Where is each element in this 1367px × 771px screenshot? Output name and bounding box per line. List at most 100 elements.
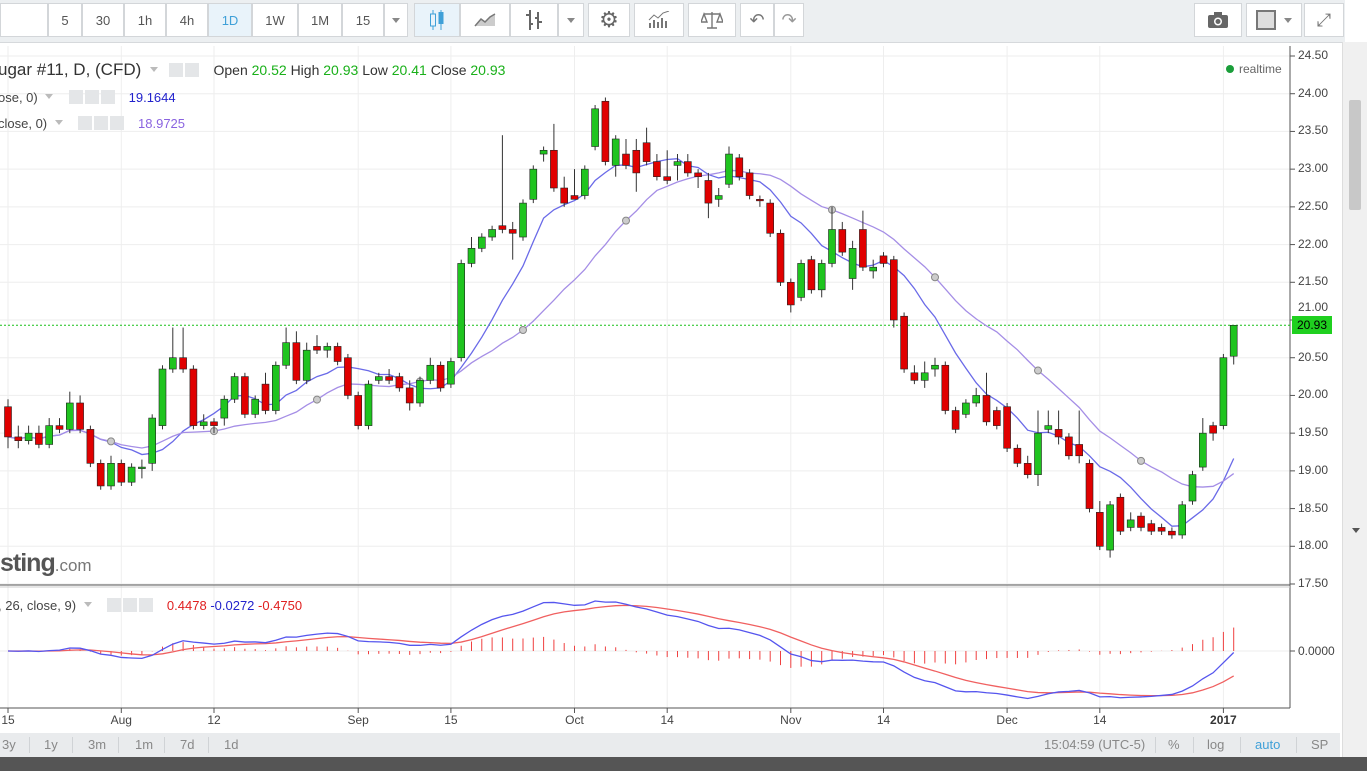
candle-down <box>642 142 651 162</box>
indicators-button[interactable] <box>634 3 684 37</box>
open-value: 20.52 <box>251 62 287 78</box>
page-scrollbar[interactable] <box>1342 42 1367 757</box>
gear-icon[interactable] <box>94 116 109 130</box>
interval-4h[interactable]: 4h <box>166 3 208 37</box>
ma2-marker <box>931 273 939 282</box>
candle-up <box>416 380 424 404</box>
range-1d[interactable]: 1d <box>224 737 239 752</box>
redo-button[interactable]: ↷ <box>774 3 804 37</box>
gear-icon[interactable] <box>123 598 138 612</box>
snapshot-button[interactable] <box>1194 3 1242 37</box>
price-tick-label: 19.50 <box>1298 425 1329 440</box>
eye-icon[interactable] <box>78 116 93 130</box>
time-tick-label: 15 <box>444 713 458 727</box>
gear-icon[interactable] <box>184 63 199 77</box>
gear-icon[interactable] <box>85 90 99 104</box>
interval-1w[interactable]: 1W <box>252 3 298 37</box>
price-tick-label: 24.00 <box>1298 85 1329 100</box>
candle-down <box>179 357 187 370</box>
interval-30[interactable]: 30 <box>82 3 124 37</box>
range-7d[interactable]: 7d <box>180 737 195 752</box>
fullscreen-button[interactable]: ⤢ <box>1304 3 1344 37</box>
range-1y[interactable]: 1y <box>44 737 58 752</box>
symbol-title[interactable]: ugar #11, D, (CFD) <box>0 60 142 79</box>
sp-toggle[interactable]: SP <box>1311 737 1329 752</box>
candle-up <box>457 263 466 359</box>
high-label: High <box>290 62 320 78</box>
candle-down <box>1157 527 1166 532</box>
macd-label[interactable]: , 26, close, 9) <box>0 598 77 613</box>
eye-icon[interactable] <box>107 598 122 612</box>
chart-type-candles-button[interactable] <box>414 3 460 37</box>
chart-type-area-button[interactable] <box>460 3 510 37</box>
scrollbar-thumb[interactable] <box>1349 100 1361 210</box>
candle-up <box>251 398 259 415</box>
interval-5[interactable]: 5 <box>48 3 82 37</box>
interval-1m[interactable]: 1M <box>298 3 342 37</box>
candle-up <box>127 466 136 483</box>
low-label: Low <box>362 62 388 78</box>
eye-icon[interactable] <box>168 63 183 77</box>
chart-type-dropdown[interactable] <box>558 3 584 37</box>
candle-up <box>1229 324 1238 357</box>
candle-down <box>1096 512 1104 547</box>
candle-up <box>1126 519 1135 528</box>
compare-button[interactable] <box>688 3 736 37</box>
candle-down <box>1054 429 1063 438</box>
interval-1h[interactable]: 1h <box>124 3 166 37</box>
fullscreen-icon: ⤢ <box>1316 9 1332 30</box>
settings-button[interactable]: ⚙ <box>588 3 630 37</box>
candle-up <box>591 108 599 147</box>
candle-up <box>199 421 208 426</box>
square-icon <box>1256 10 1276 30</box>
macd-signal-line <box>7 604 1235 697</box>
ma2-label[interactable]: close, 0) <box>0 116 48 131</box>
candle-up <box>931 364 939 370</box>
close-icon[interactable] <box>110 116 125 130</box>
auto-toggle[interactable]: auto <box>1255 737 1281 752</box>
eye-icon[interactable] <box>69 90 83 104</box>
chart-type-bars-button[interactable] <box>510 3 558 37</box>
ma2-legend: close, 0) 18.9725 <box>0 116 185 131</box>
log-toggle[interactable]: log <box>1207 737 1225 752</box>
close-icon[interactable] <box>139 598 154 612</box>
price-tick-label: 18.00 <box>1298 538 1329 553</box>
chevron-down-icon[interactable] <box>83 602 92 607</box>
price-tick-label: 23.50 <box>1298 123 1329 138</box>
candle-down <box>508 229 517 234</box>
candle-down <box>385 376 393 381</box>
range-3m[interactable]: 3m <box>88 737 107 752</box>
candle-down <box>982 395 991 423</box>
chevron-down-icon[interactable] <box>54 120 63 125</box>
candle-up <box>673 161 682 166</box>
scroll-down-icon[interactable] <box>1352 528 1360 533</box>
candle-down <box>632 149 641 174</box>
time-tick-label: 2017 <box>1210 713 1237 727</box>
ma1-label[interactable]: ose, 0) <box>0 90 38 105</box>
interval-1d[interactable]: 1D <box>208 3 252 37</box>
time-tick-label: Sep <box>347 713 369 727</box>
candle-down <box>1023 463 1032 475</box>
range-1m[interactable]: 1m <box>135 737 154 752</box>
percent-toggle[interactable]: % <box>1168 737 1180 752</box>
undo-button[interactable]: ↶ <box>740 3 774 37</box>
candle-down <box>354 395 363 426</box>
candle-down <box>1137 515 1145 528</box>
candle-up <box>364 383 373 426</box>
symbol-search-button[interactable] <box>0 3 48 37</box>
interval-15[interactable]: 15 <box>342 3 384 37</box>
layout-button[interactable] <box>1246 3 1302 37</box>
candle-up <box>1034 432 1042 475</box>
candle-down <box>704 180 713 204</box>
candle-down <box>653 161 661 177</box>
candle-down <box>550 149 558 189</box>
chevron-down-icon <box>567 17 575 23</box>
chevron-down-icon[interactable] <box>45 94 54 99</box>
top-toolbar: 5 30 1h 4h 1D 1W 1M 15 ⚙ ↶ ↷ ⤢ <box>0 0 1345 43</box>
range-3y[interactable]: 3y <box>2 737 16 752</box>
interval-dropdown[interactable] <box>384 3 408 37</box>
chevron-down-icon[interactable] <box>150 67 159 72</box>
candles-icon <box>430 10 444 30</box>
close-icon[interactable] <box>101 90 115 104</box>
